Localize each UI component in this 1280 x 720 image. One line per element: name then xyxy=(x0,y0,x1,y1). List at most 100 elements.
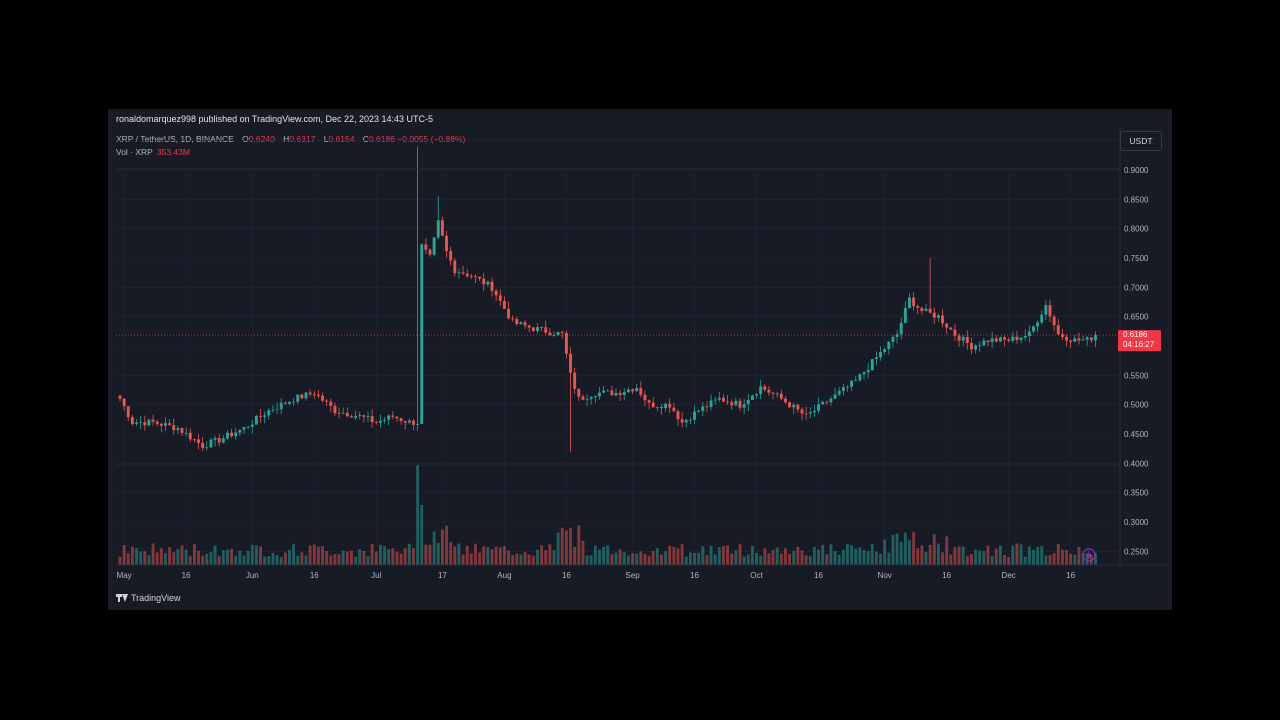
publisher-info: ronaldomarquez998 published on TradingVi… xyxy=(116,114,434,124)
candle-body xyxy=(680,419,684,423)
volume-label[interactable]: Vol · XRP xyxy=(116,147,153,157)
volume-bar xyxy=(407,543,411,565)
candle-body xyxy=(474,276,477,278)
price-chart[interactable]: 0.95000.90000.85000.80000.75000.70000.65… xyxy=(108,109,1172,610)
tradingview-logo[interactable]: TradingView xyxy=(116,593,181,603)
volume-bar xyxy=(527,554,531,565)
volume-bar xyxy=(643,553,647,565)
candle-body xyxy=(254,415,258,425)
volume-bar xyxy=(147,555,151,565)
volume-bar xyxy=(837,554,841,565)
volume-bar xyxy=(750,545,754,565)
volume-bar xyxy=(234,555,238,565)
volume-bar xyxy=(647,555,651,565)
volume-bar xyxy=(639,551,643,565)
x-tick-label: Sep xyxy=(625,571,640,580)
flash-icon[interactable] xyxy=(1082,548,1096,562)
candle-body xyxy=(1065,336,1068,341)
volume-bar xyxy=(788,554,792,565)
volume-bar xyxy=(172,552,176,565)
candle-body xyxy=(275,409,279,410)
volume-bar xyxy=(1044,555,1048,565)
candle-body xyxy=(531,327,535,332)
candle-body xyxy=(325,400,329,402)
currency-button[interactable]: USDT xyxy=(1120,131,1162,151)
volume-bar xyxy=(614,552,618,565)
candle-body xyxy=(552,335,556,336)
volume-bar xyxy=(899,541,903,565)
volume-bar xyxy=(164,553,167,565)
volume-bar xyxy=(1069,553,1073,565)
candle-body xyxy=(833,394,837,399)
volume-bar xyxy=(858,547,862,565)
volume-bar xyxy=(796,546,800,565)
volume-value: 353.43M xyxy=(156,147,190,157)
candle-body xyxy=(672,407,676,412)
volume-bar xyxy=(635,553,639,565)
volume-bar xyxy=(717,547,721,565)
y-tick-label: 0.7000 xyxy=(1124,283,1149,292)
volume-bar xyxy=(432,531,436,565)
volume-bar xyxy=(1036,547,1040,565)
candle-body xyxy=(126,406,130,418)
volume-bar xyxy=(569,527,572,565)
candle-body xyxy=(540,327,544,328)
candle-body xyxy=(846,386,849,388)
candle-body xyxy=(788,402,792,408)
volume-bar xyxy=(548,544,552,565)
candle-body xyxy=(870,359,874,371)
volume-bar xyxy=(486,547,490,565)
candle-body xyxy=(1032,326,1035,332)
candle-body xyxy=(779,393,783,399)
volume-bar xyxy=(453,546,457,565)
candle-body xyxy=(283,402,287,404)
candle-body xyxy=(891,336,895,342)
volume-bar xyxy=(502,545,506,565)
high-value: 0.6317 xyxy=(289,134,316,144)
candle-body xyxy=(147,419,151,426)
candle-body xyxy=(965,336,969,343)
volume-bar xyxy=(593,545,597,565)
candle-body xyxy=(1069,340,1073,342)
candle-body xyxy=(246,426,250,428)
close-key: C xyxy=(362,134,369,144)
candle-body xyxy=(333,405,337,414)
candle-body xyxy=(664,403,668,409)
volume-bar xyxy=(846,543,849,565)
volume-bar xyxy=(399,553,403,565)
volume-bar xyxy=(668,545,672,565)
volume-bar xyxy=(374,551,378,565)
candle-body xyxy=(188,432,192,440)
candle-body xyxy=(912,297,916,307)
candle-body xyxy=(440,220,444,236)
candle-body xyxy=(858,374,862,381)
candle-body xyxy=(974,345,978,350)
candle-body xyxy=(461,272,465,274)
candle-body xyxy=(610,390,614,396)
candle-body xyxy=(1040,314,1044,323)
volume-bar xyxy=(759,555,763,565)
volume-bar xyxy=(895,533,899,565)
candle-body xyxy=(1011,336,1015,341)
candle-body xyxy=(292,401,296,403)
candle-body xyxy=(957,335,961,341)
volume-bar xyxy=(424,544,428,565)
candle-body xyxy=(709,400,713,407)
volume-bar xyxy=(209,552,213,565)
candle-body xyxy=(432,237,436,255)
volume-bar xyxy=(1032,549,1035,565)
candle-body xyxy=(416,423,420,425)
candle-body xyxy=(775,393,779,395)
volume-bar xyxy=(763,548,767,565)
volume-bar xyxy=(722,546,725,565)
volume-bar xyxy=(606,545,610,565)
open-key: O xyxy=(242,134,249,144)
x-tick-label: Aug xyxy=(497,571,511,580)
volume-bar xyxy=(292,543,296,565)
y-tick-label: 0.6500 xyxy=(1124,313,1149,322)
volume-bar xyxy=(461,554,465,565)
candle-body xyxy=(184,432,188,434)
volume-bar xyxy=(626,555,630,565)
symbol-label[interactable]: XRP / TetherUS, 1D, BINANCE xyxy=(116,134,234,144)
volume-legend: Vol · XRP 353.43M xyxy=(116,147,190,157)
